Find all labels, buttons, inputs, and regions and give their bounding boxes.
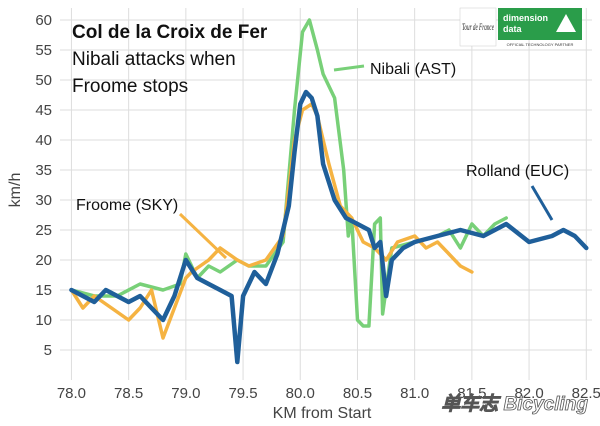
chart-subtitle-line-2: Froome stops — [72, 76, 188, 97]
x-tick-label: 79.5 — [228, 385, 257, 402]
y-tick-label: 50 — [35, 72, 52, 89]
x-tick-label: 80.5 — [343, 385, 372, 402]
y-tick-label: 55 — [35, 42, 52, 59]
x-tick-label: 81.0 — [400, 385, 429, 402]
series-line-rolland — [69, 89, 589, 365]
chart-title: Col de la Croix de Fer — [72, 22, 268, 43]
annotation-froome: Froome (SKY) — [76, 197, 178, 214]
y-tick-labels: 5 10 15 20 25 30 35 40 45 50 55 60 — [35, 12, 52, 359]
annotation-nibali: Nibali (AST) — [370, 61, 456, 78]
y-tick-label: 15 — [35, 282, 52, 299]
x-axis-label: KM from Start — [273, 405, 372, 422]
x-tick-label: 78.0 — [57, 385, 86, 402]
y-tick-label: 5 — [44, 342, 52, 359]
logo-line-1: dimension — [503, 13, 548, 23]
pointer-nibali — [333, 64, 365, 72]
tdf-logo-box — [459, 7, 497, 47]
triangle-icon — [556, 14, 576, 32]
y-tick-label: 10 — [35, 312, 52, 329]
y-tick-label: 20 — [35, 252, 52, 269]
y-tick-label: 25 — [35, 222, 52, 239]
y-tick-label: 60 — [35, 12, 52, 29]
logo-line-2: data — [503, 24, 523, 34]
x-tick-label: 82.5 — [572, 385, 600, 402]
y-tick-label: 30 — [35, 192, 52, 209]
y-tick-label: 45 — [35, 102, 52, 119]
pointer-rolland — [530, 185, 554, 221]
x-tick-label: 79.0 — [171, 385, 200, 402]
annotation-pointers — [178, 64, 554, 260]
annotation-rolland: Rolland (EUC) — [466, 163, 569, 180]
tdf-logo-text: Tour de France — [462, 22, 494, 32]
x-tick-label: 81.5 — [457, 385, 486, 402]
pointer-froome — [178, 212, 228, 260]
x-tick-label: 78.5 — [114, 385, 143, 402]
chart-subtitle-line-1: Nibali attacks when — [72, 49, 236, 70]
y-axis-label: km/h — [7, 173, 24, 208]
x-tick-labels: 78.0 78.5 79.0 79.5 80.0 80.5 81.0 81.5 82.0 82.5 — [57, 385, 600, 402]
x-tick-label: 82.0 — [514, 385, 543, 402]
watermark: 单车志 Bicycling — [441, 393, 588, 415]
y-tick-label: 35 — [35, 162, 52, 179]
sponsor-logo: Tour de France dimension data OFFICIAL T… — [459, 7, 582, 47]
logo-tagline: OFFICIAL TECHNOLOGY PARTNER — [507, 42, 574, 47]
x-tick-label: 80.0 — [286, 385, 315, 402]
y-tick-label: 40 — [35, 132, 52, 149]
series-lines — [69, 18, 589, 365]
